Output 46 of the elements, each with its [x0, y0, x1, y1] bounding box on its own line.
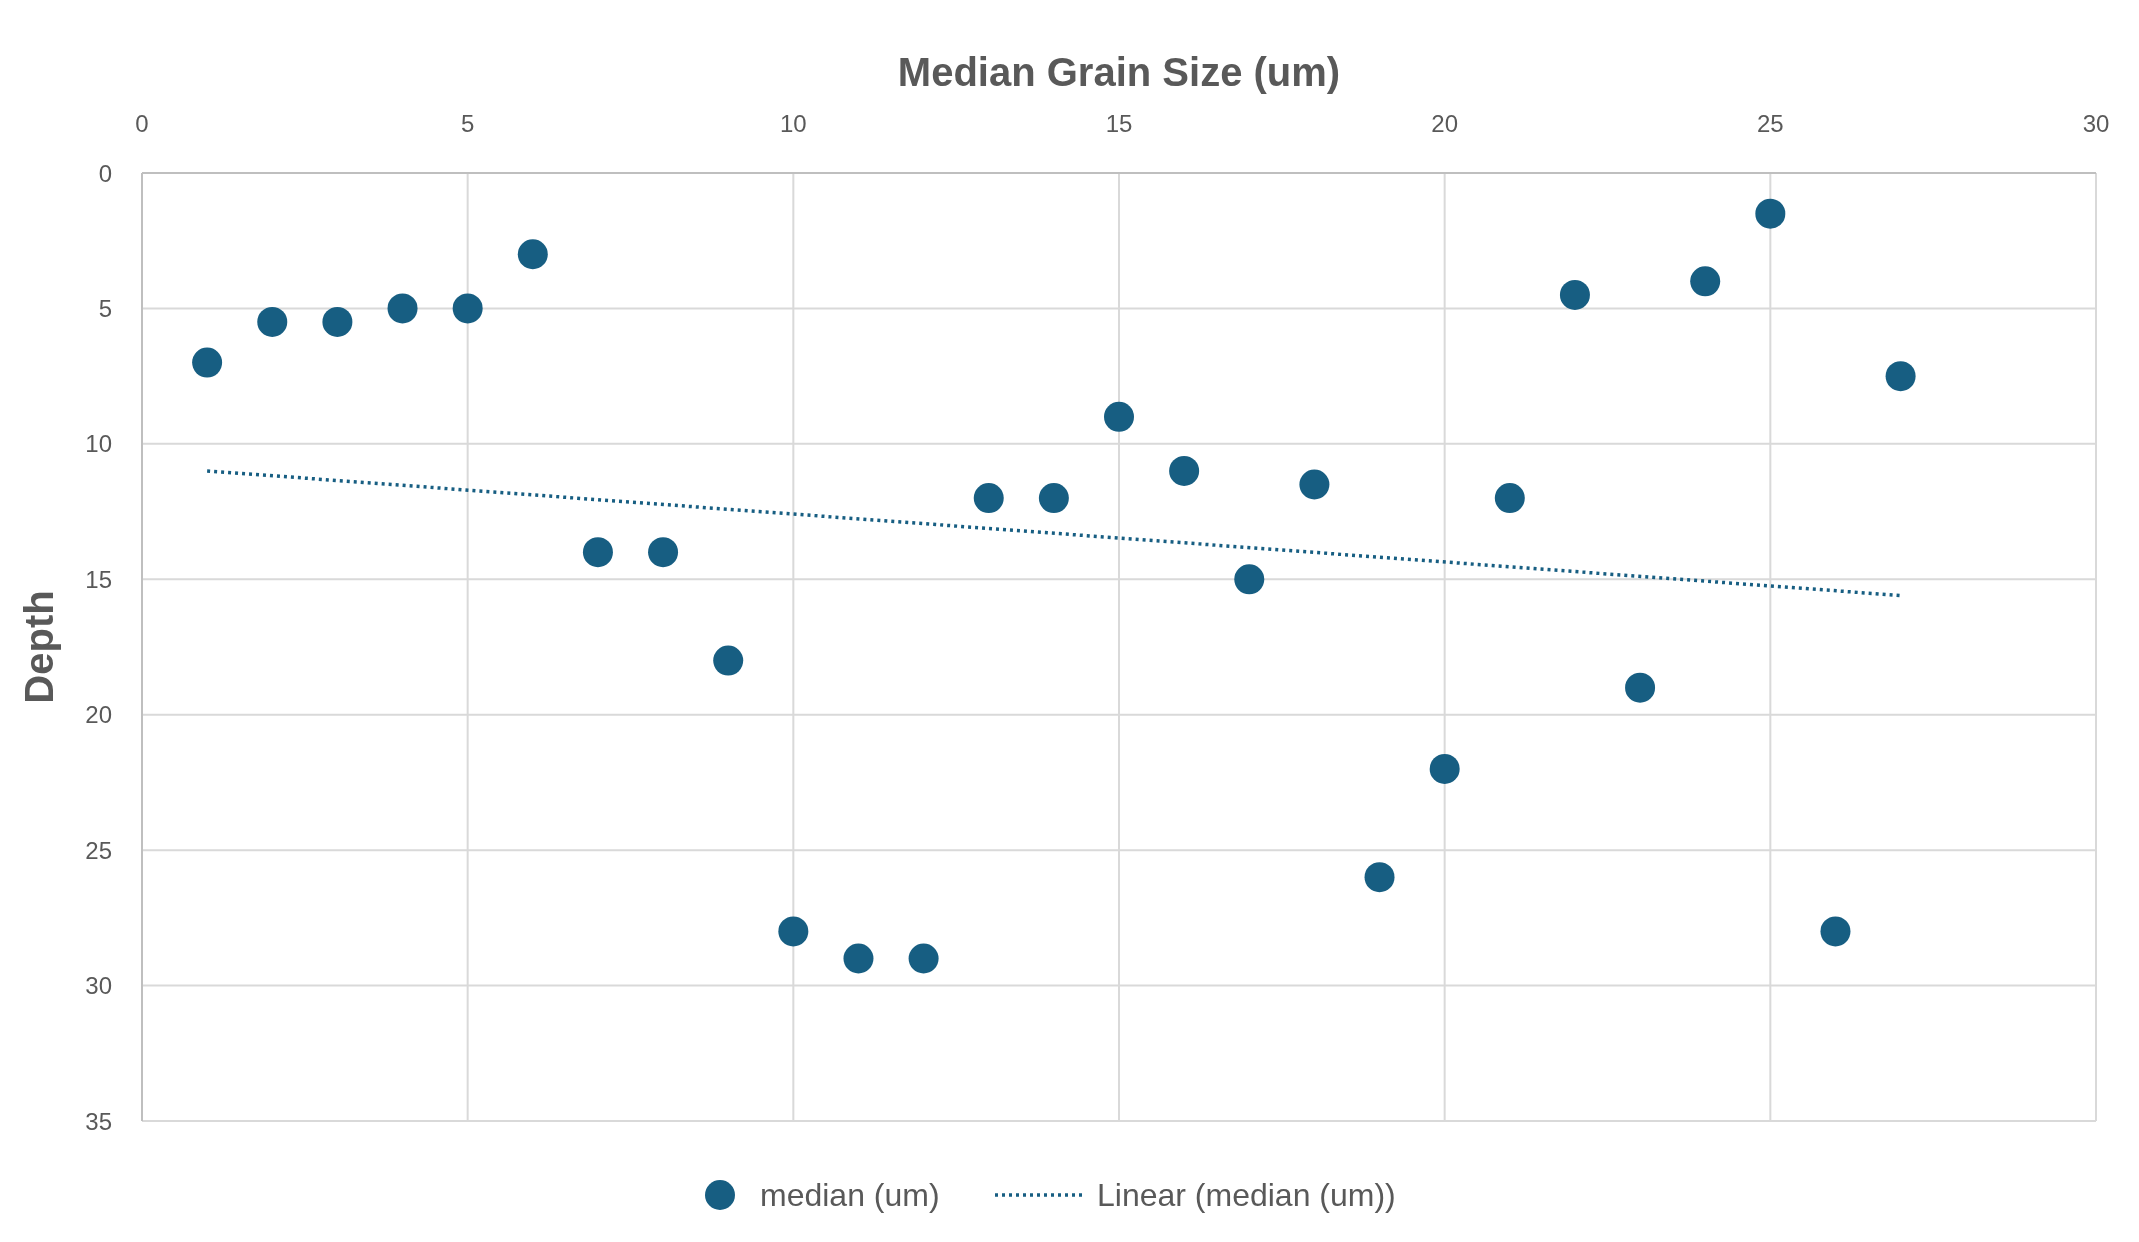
point [1690, 266, 1721, 297]
point [908, 943, 939, 974]
x-axis-title: Median Grain Size (um) [897, 50, 1341, 94]
y-tick-label: 35 [85, 1107, 112, 1135]
point [517, 239, 548, 270]
x-tick-label: 5 [460, 110, 475, 137]
point [973, 483, 1004, 513]
point [1559, 279, 1590, 310]
legend-label: Linear (median (um)) [1097, 1177, 1396, 1213]
point [1104, 401, 1134, 432]
point [1169, 455, 1200, 486]
point [1234, 564, 1265, 595]
y-tick-label: 5 [98, 294, 112, 322]
point [582, 537, 613, 568]
point [1885, 361, 1916, 392]
y-tick-label: 30 [85, 972, 112, 1000]
point [192, 347, 223, 378]
point [452, 293, 483, 324]
x-tick-label: 0 [135, 110, 149, 137]
y-axis-title: Depth [17, 590, 61, 704]
x-tick-label: 30 [2082, 110, 2110, 137]
point [1494, 483, 1525, 513]
point [1299, 469, 1330, 500]
point [387, 293, 418, 324]
point [322, 307, 353, 337]
x-tick-label: 10 [779, 110, 807, 137]
point [1038, 483, 1069, 513]
point [1364, 862, 1395, 893]
x-tick-label: 15 [1105, 110, 1133, 137]
point [1429, 753, 1460, 784]
x-tick-label: 25 [1756, 110, 1784, 137]
y-tick-label: 25 [85, 836, 112, 864]
y-tick-label: 15 [85, 565, 112, 593]
x-tick-label: 20 [1431, 110, 1459, 137]
point [713, 645, 744, 676]
legend-label: median (um) [760, 1177, 940, 1213]
point [1755, 198, 1786, 229]
y-tick-label: 10 [85, 430, 112, 458]
point [648, 537, 679, 568]
y-tick-label: 0 [98, 159, 112, 187]
point [1820, 916, 1851, 947]
point [257, 307, 288, 337]
point [1625, 672, 1656, 703]
y-tick-label: 20 [85, 701, 112, 729]
point [843, 943, 874, 974]
point [778, 916, 809, 947]
